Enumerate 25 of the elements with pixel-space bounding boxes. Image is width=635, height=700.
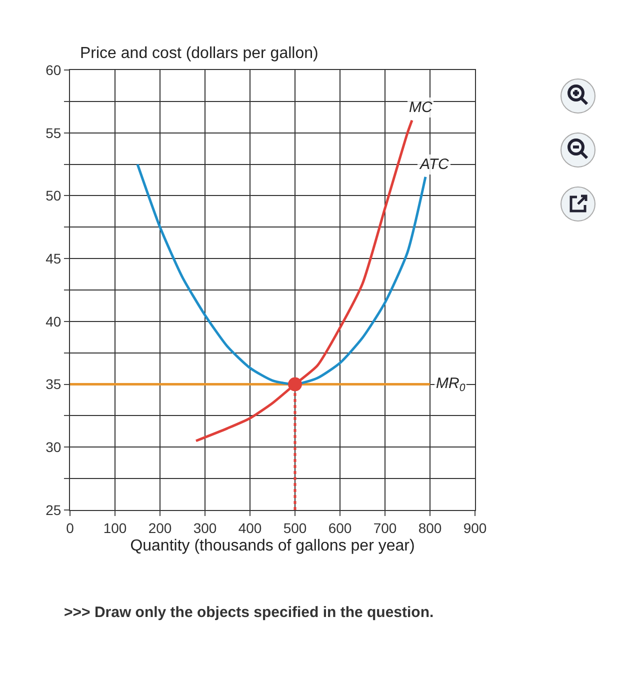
x-axis-title: Quantity (thousands of gallons per year) [130, 538, 415, 554]
y-tick-label: 25 [46, 502, 62, 518]
x-tick-label: 200 [148, 520, 172, 536]
x-tick-label: 900 [463, 520, 487, 536]
y-tick-label: 50 [46, 188, 62, 204]
x-tick-label: 400 [238, 520, 262, 536]
y-tick-label: 40 [46, 313, 62, 330]
x-tick-label: 800 [418, 520, 442, 536]
line-series [194, 119, 414, 442]
x-tick-label: 100 [103, 520, 127, 536]
series-label: MC [409, 99, 432, 116]
y-tick-label: 55 [46, 124, 62, 141]
y-tick-label: 60 [46, 62, 62, 78]
x-tick-label: 700 [373, 520, 397, 536]
text: >>> Draw only the objects specified in the question. [64, 604, 434, 621]
series-label: MR$_{0}$ [436, 375, 466, 394]
y-axis-title: Price and cost (dollars per gallon) [80, 45, 318, 62]
x-tick-label: 0 [66, 520, 74, 536]
y-tick-label: 45 [46, 250, 62, 266]
x-tick-label: 300 [193, 520, 217, 536]
x-tick-label: 600 [328, 520, 352, 536]
y-tick-label: 30 [46, 439, 62, 456]
y-tick-label: 35 [46, 376, 62, 392]
x-tick-label: 500 [283, 520, 307, 536]
series-label: ATC [419, 156, 450, 173]
